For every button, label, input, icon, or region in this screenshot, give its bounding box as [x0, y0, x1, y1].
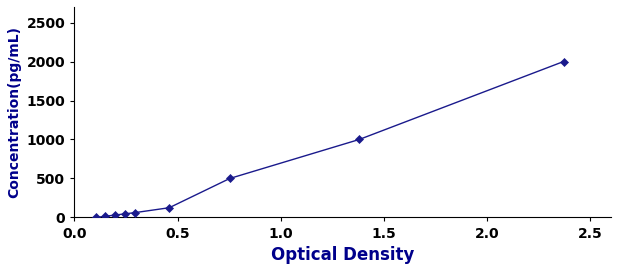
X-axis label: Optical Density: Optical Density: [271, 246, 414, 264]
Y-axis label: Concentration(pg/mL): Concentration(pg/mL): [7, 26, 21, 198]
